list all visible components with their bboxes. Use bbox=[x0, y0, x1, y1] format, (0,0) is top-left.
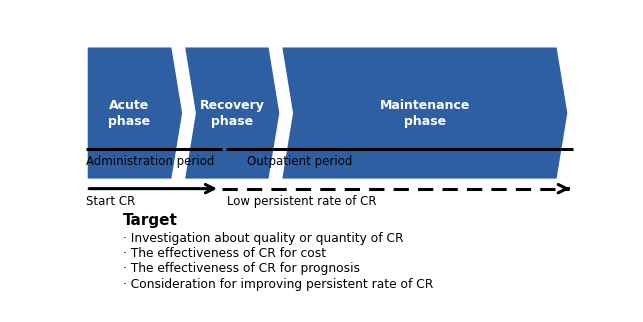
Text: Target: Target bbox=[123, 213, 177, 228]
Polygon shape bbox=[183, 46, 281, 180]
Polygon shape bbox=[281, 46, 569, 180]
Text: · The effectiveness of CR for cost: · The effectiveness of CR for cost bbox=[123, 247, 326, 260]
Text: Start CR: Start CR bbox=[86, 194, 136, 208]
Text: Administration period: Administration period bbox=[86, 155, 215, 168]
Text: Maintenance
phase: Maintenance phase bbox=[379, 99, 470, 128]
Polygon shape bbox=[86, 46, 183, 180]
Text: · Investigation about quality or quantity of CR: · Investigation about quality or quantit… bbox=[123, 232, 403, 245]
Text: Recovery
phase: Recovery phase bbox=[200, 99, 264, 128]
Text: · Consideration for improving persistent rate of CR: · Consideration for improving persistent… bbox=[123, 278, 433, 291]
Text: Low persistent rate of CR: Low persistent rate of CR bbox=[228, 194, 377, 208]
Text: Acute
phase: Acute phase bbox=[109, 99, 150, 128]
Text: Outpatient period: Outpatient period bbox=[248, 155, 353, 168]
Text: · The effectiveness of CR for prognosis: · The effectiveness of CR for prognosis bbox=[123, 262, 359, 276]
